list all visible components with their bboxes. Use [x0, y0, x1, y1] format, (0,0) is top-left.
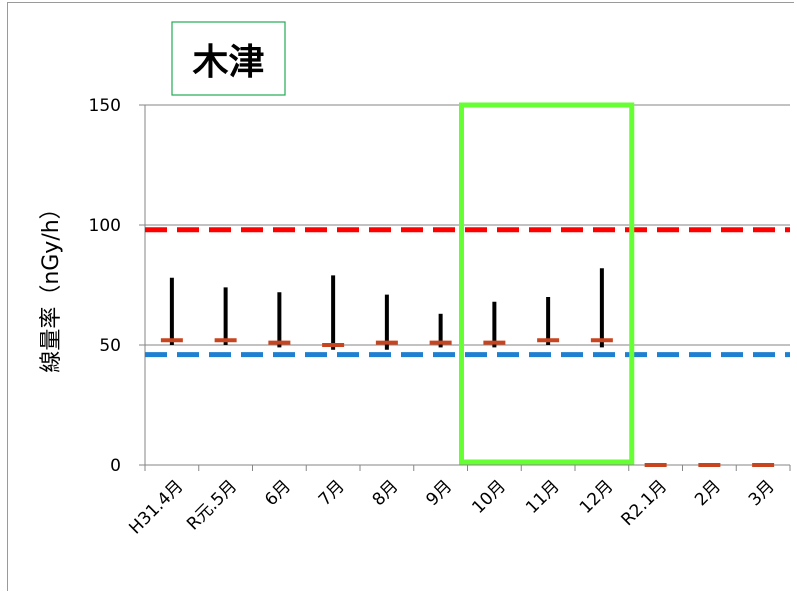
- x-tick-marks: [144, 465, 791, 471]
- chart-title: 木津: [192, 42, 264, 83]
- x-tick-label: 10月: [468, 476, 509, 517]
- x-tick-label: 7月: [315, 476, 349, 510]
- x-tick-label: 12月: [576, 476, 617, 517]
- y-tick-label: 150: [89, 96, 121, 116]
- x-tick-label: R元.5月: [183, 476, 241, 534]
- x-tick-label: 8月: [369, 476, 403, 510]
- x-tick-label: 2月: [691, 476, 725, 510]
- reference-lines: [145, 227, 790, 358]
- x-tick-label: R2.1月: [618, 476, 672, 530]
- x-tick-label: 6月: [261, 476, 295, 510]
- range-bars: [169, 268, 604, 350]
- y-tick-label: 0: [110, 456, 121, 476]
- chart-frame: [7, 2, 794, 591]
- x-tick-label: H31.4月: [125, 476, 187, 538]
- y-tick-label: 50: [99, 336, 121, 356]
- highlight-box: [459, 102, 635, 465]
- gridlines: [145, 104, 790, 346]
- y-tick-label: 100: [89, 216, 121, 236]
- x-tick-label: 9月: [422, 476, 456, 510]
- y-axis-label: 線量率（nGy/h）: [39, 197, 64, 372]
- x-tick-label: 11月: [522, 476, 563, 517]
- mean-marks: [160, 338, 775, 467]
- y-tick-labels: 0 50 100 150: [89, 96, 145, 476]
- title-box: [171, 21, 286, 96]
- x-tick-label: 3月: [745, 476, 779, 510]
